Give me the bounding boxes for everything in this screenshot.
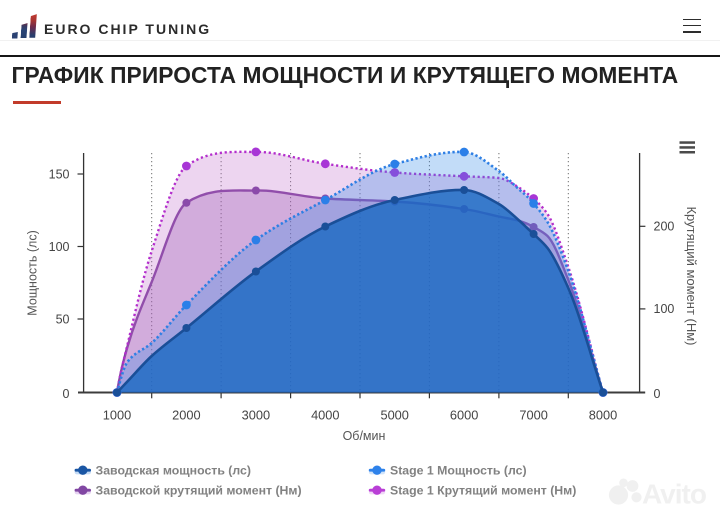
svg-text:Заводская мощность (лс): Заводская мощность (лс) (96, 464, 251, 478)
svg-text:200: 200 (654, 220, 675, 234)
svg-text:100: 100 (654, 302, 675, 316)
svg-text:7000: 7000 (519, 408, 547, 423)
svg-text:Avito: Avito (642, 479, 707, 510)
svg-text:3000: 3000 (242, 408, 270, 423)
svg-text:1000: 1000 (103, 408, 131, 423)
svg-text:4000: 4000 (311, 408, 339, 423)
svg-text:0: 0 (654, 387, 661, 401)
svg-text:100: 100 (49, 240, 70, 254)
svg-text:Об/мин: Об/мин (343, 429, 386, 443)
svg-text:8000: 8000 (589, 408, 617, 423)
svg-text:150: 150 (49, 167, 70, 181)
svg-text:2000: 2000 (172, 408, 200, 423)
svg-text:Мощность (лс): Мощность (лс) (26, 230, 40, 315)
svg-text:Заводской крутящий момент (Нм): Заводской крутящий момент (Нм) (96, 484, 302, 498)
svg-text:Крутящий момент (Нм): Крутящий момент (Нм) (684, 206, 699, 345)
svg-text:6000: 6000 (450, 408, 478, 423)
svg-text:Stage 1 Мощность (лс): Stage 1 Мощность (лс) (390, 464, 527, 478)
svg-text:Stage 1 Крутящий момент (Нм): Stage 1 Крутящий момент (Нм) (390, 484, 576, 498)
svg-text:0: 0 (63, 387, 70, 401)
svg-text:50: 50 (56, 312, 70, 326)
svg-text:5000: 5000 (380, 408, 408, 423)
